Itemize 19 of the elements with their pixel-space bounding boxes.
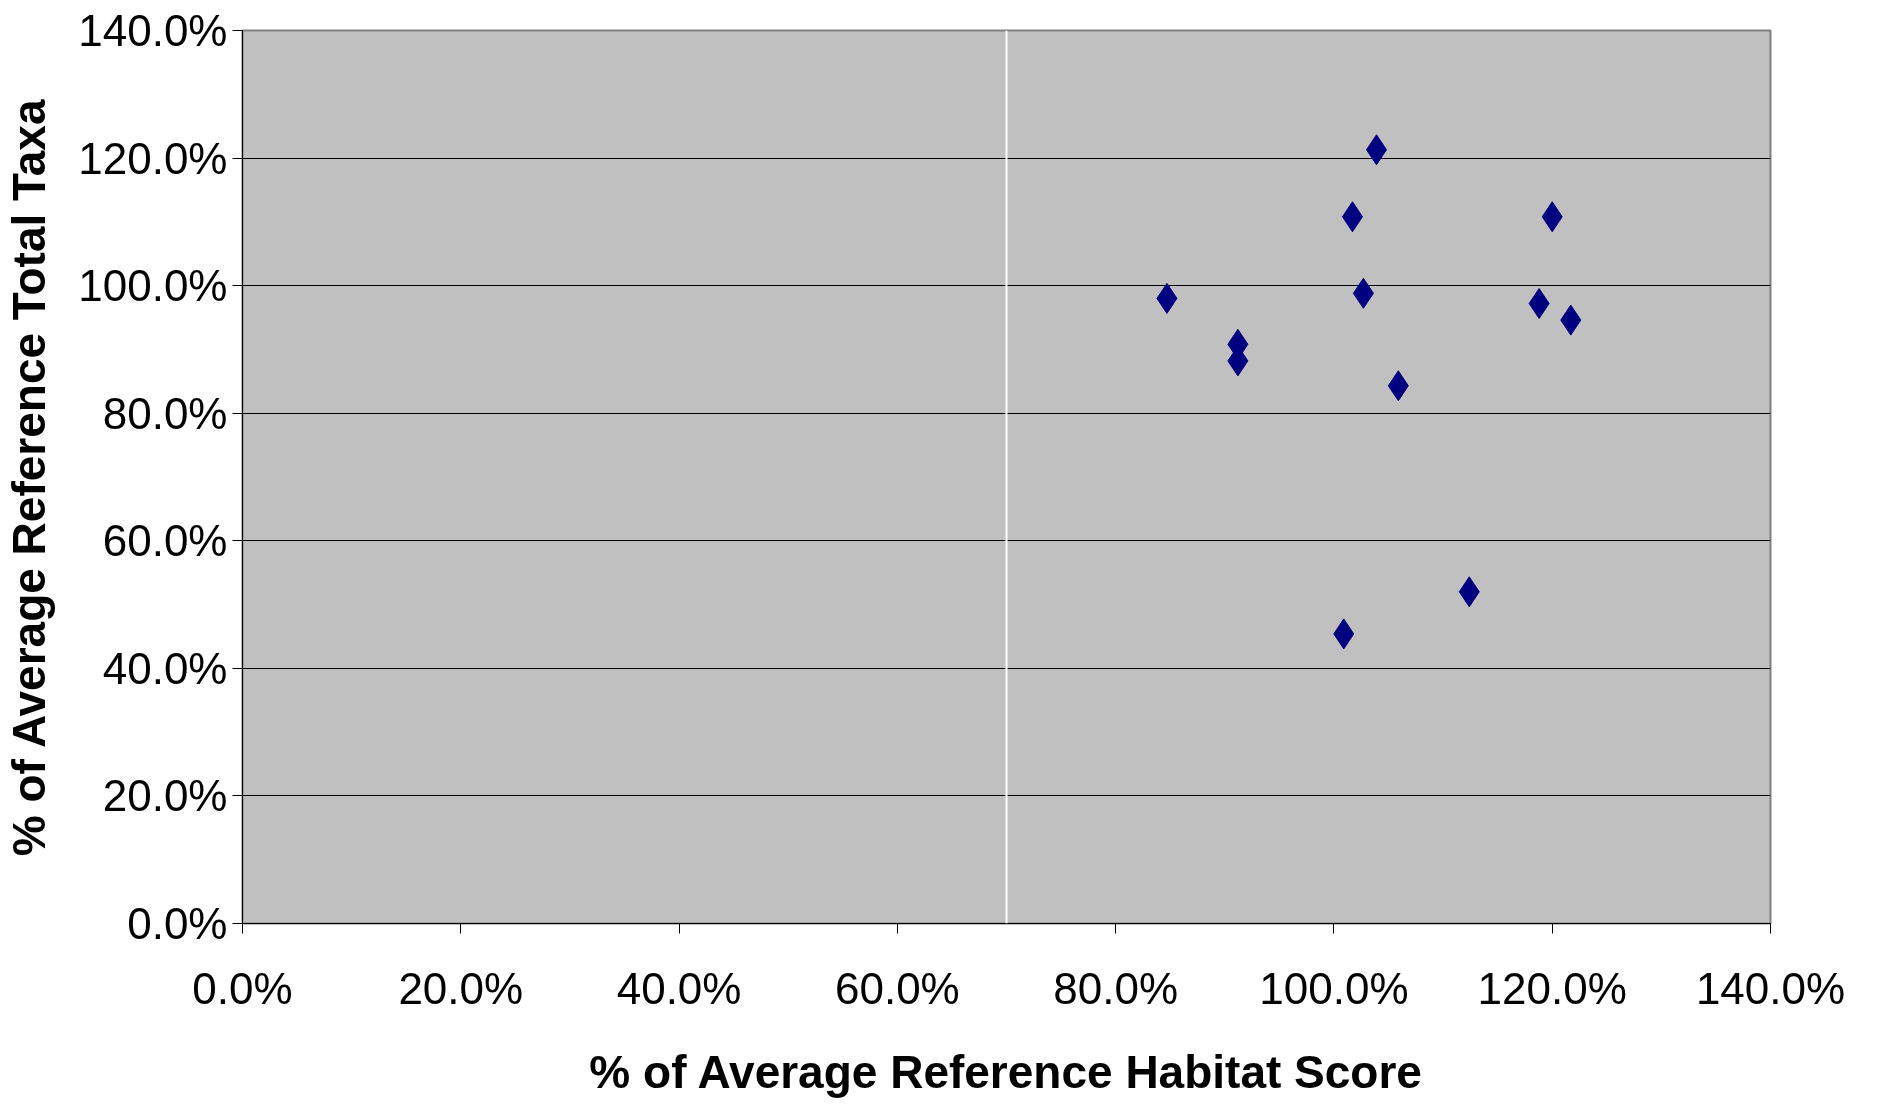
y-tick-label: 40.0% xyxy=(102,643,228,693)
x-tick-label: 100.0% xyxy=(1259,963,1409,1013)
y-tick-label: 20.0% xyxy=(102,771,228,821)
y-tick-label: 80.0% xyxy=(102,388,228,438)
point xyxy=(1528,288,1550,319)
x-tick-label: 80.0% xyxy=(1053,963,1179,1013)
x-tick-label: 0.0% xyxy=(192,963,293,1013)
x-tick-label: 120.0% xyxy=(1477,963,1627,1013)
y-tick-label: 60.0% xyxy=(102,516,228,566)
x-tick-label: 140.0% xyxy=(1695,963,1846,1013)
y-tick-label: 100.0% xyxy=(78,261,228,311)
x-tick-label: 20.0% xyxy=(398,963,524,1013)
y-axis-title: % of Average Reference Total Taxa xyxy=(3,99,56,857)
x-tick-label: 40.0% xyxy=(616,963,742,1013)
x-tick-label: 60.0% xyxy=(834,963,960,1013)
x-axis-title: % of Average Reference Habitat Score xyxy=(589,1045,1422,1098)
y-tick-label: 0.0% xyxy=(127,899,228,948)
y-tick-label: 140.0% xyxy=(78,6,228,55)
y-tick-label: 120.0% xyxy=(78,133,228,183)
